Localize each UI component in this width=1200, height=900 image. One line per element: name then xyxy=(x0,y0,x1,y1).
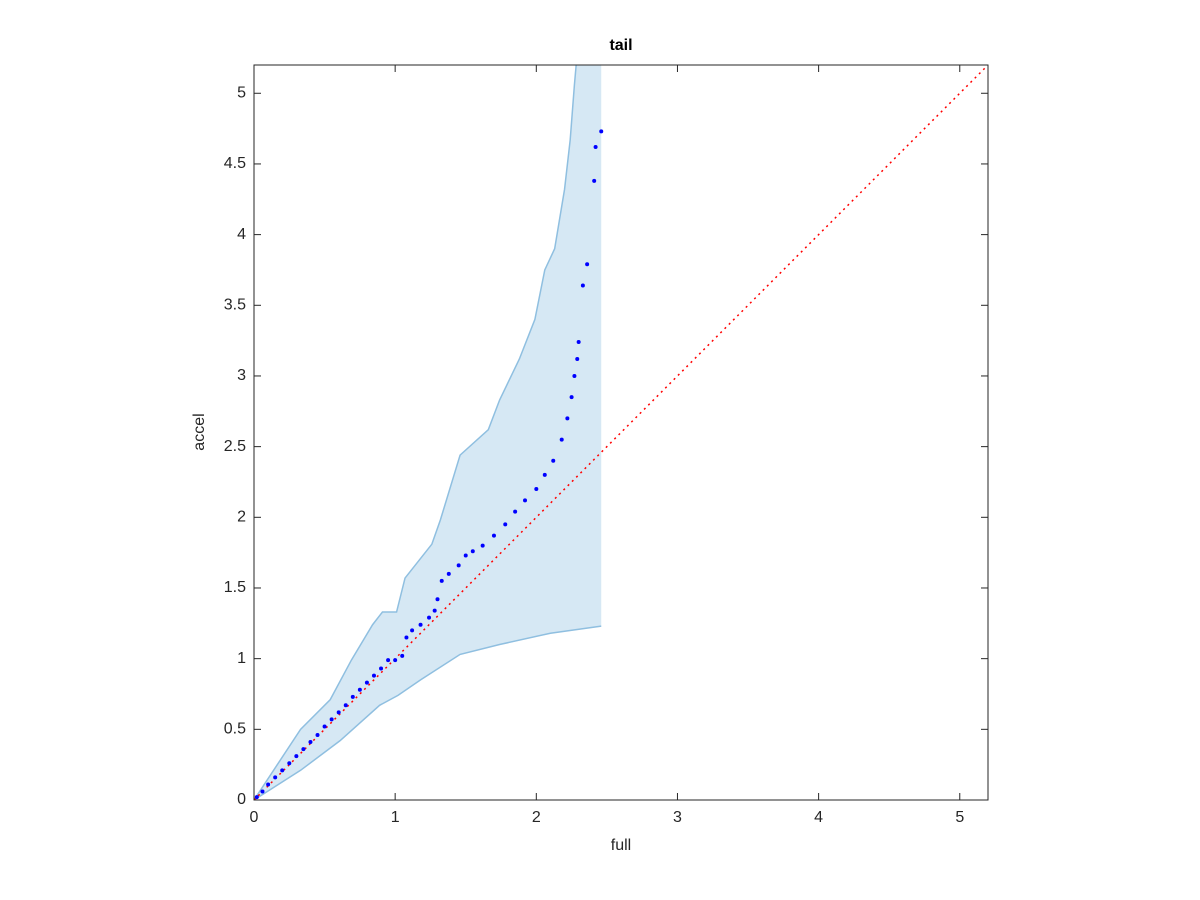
data-point xyxy=(576,340,581,345)
x-axis-label: full xyxy=(611,837,631,854)
data-point xyxy=(542,472,547,477)
data-point xyxy=(329,717,334,722)
x-tick-label: 4 xyxy=(814,809,823,826)
data-point xyxy=(308,740,313,745)
band-upper-edge xyxy=(254,65,577,800)
data-point xyxy=(551,458,556,463)
data-point xyxy=(371,673,376,678)
data-point xyxy=(439,578,444,583)
data-point xyxy=(585,262,590,267)
y-tick-label: 4.5 xyxy=(224,155,246,172)
data-point xyxy=(287,761,292,766)
data-point xyxy=(418,622,423,627)
data-point xyxy=(480,543,485,548)
data-point xyxy=(301,747,306,752)
data-point xyxy=(379,666,384,671)
x-tick-label: 0 xyxy=(250,809,259,826)
axes-box xyxy=(253,64,989,801)
data-point xyxy=(364,680,369,685)
band-lower-edge xyxy=(254,625,602,800)
data-point xyxy=(592,178,597,183)
y-tick-label: 1 xyxy=(237,650,246,667)
y-tick-label: 5 xyxy=(237,84,246,101)
data-point xyxy=(503,522,508,527)
data-point xyxy=(580,283,585,288)
chart-title: tail xyxy=(609,37,632,54)
y-tick-label: 2 xyxy=(237,509,246,526)
data-point xyxy=(336,710,341,715)
data-point xyxy=(254,795,259,800)
x-tick-label: 2 xyxy=(532,809,541,826)
data-point xyxy=(350,694,355,699)
data-point xyxy=(559,437,564,442)
data-point xyxy=(575,357,580,361)
x-tick-label: 1 xyxy=(391,809,400,826)
x-tick-label: 3 xyxy=(673,809,682,826)
confidence-band xyxy=(254,65,602,800)
data-point xyxy=(315,732,320,737)
data-point xyxy=(523,498,528,503)
reference-line xyxy=(254,65,988,800)
data-point xyxy=(565,416,570,421)
data-point xyxy=(386,658,391,663)
y-tick-label: 2.5 xyxy=(224,438,246,455)
data-point xyxy=(410,628,415,633)
data-point xyxy=(343,703,348,708)
data-point xyxy=(260,789,265,794)
data-point xyxy=(569,395,574,400)
data-point xyxy=(456,563,461,568)
data-point xyxy=(404,635,409,640)
plot-area xyxy=(254,65,988,800)
data-point xyxy=(435,597,440,602)
data-point xyxy=(400,653,405,658)
data-point xyxy=(427,615,432,620)
data-point xyxy=(513,509,518,514)
data-point xyxy=(470,549,475,554)
y-tick-label: 0.5 xyxy=(224,721,246,738)
data-point xyxy=(432,608,437,613)
data-point xyxy=(572,373,577,378)
data-point xyxy=(266,782,271,787)
y-axis-label: accel xyxy=(191,413,208,450)
data-point xyxy=(446,571,451,576)
data-point xyxy=(393,658,398,663)
data-point xyxy=(294,754,299,759)
y-tick-label: 0 xyxy=(237,791,246,808)
data-point xyxy=(491,533,496,538)
data-point xyxy=(593,144,598,149)
x-tick-label: 5 xyxy=(955,809,964,826)
y-tick-label: 1.5 xyxy=(224,579,246,596)
y-tick-label: 3.5 xyxy=(224,297,246,314)
y-tick-label: 3 xyxy=(237,367,246,384)
data-point xyxy=(534,487,539,492)
data-point xyxy=(599,129,604,134)
data-point xyxy=(280,768,285,773)
y-tick-label: 4 xyxy=(237,226,246,243)
data-point xyxy=(357,687,362,692)
data-point xyxy=(463,553,468,558)
data-point xyxy=(273,775,278,780)
data-point xyxy=(322,724,327,729)
